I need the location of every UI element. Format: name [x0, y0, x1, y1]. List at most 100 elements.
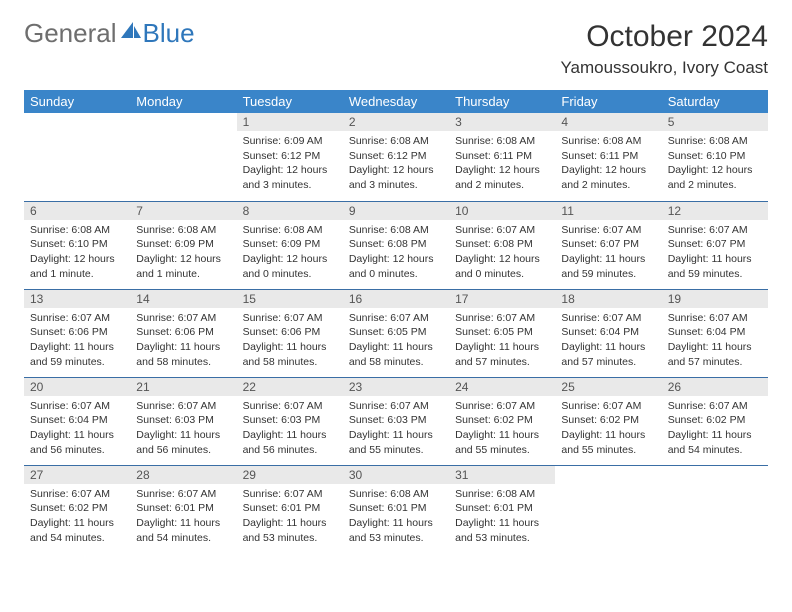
day-header: Friday	[555, 90, 661, 113]
calendar-cell: 12Sunrise: 6:07 AMSunset: 6:07 PMDayligh…	[662, 201, 768, 289]
day-body: Sunrise: 6:07 AMSunset: 6:07 PMDaylight:…	[555, 220, 661, 286]
day-body: Sunrise: 6:07 AMSunset: 6:08 PMDaylight:…	[449, 220, 555, 286]
calendar-cell: 6Sunrise: 6:08 AMSunset: 6:10 PMDaylight…	[24, 201, 130, 289]
calendar-cell: 30Sunrise: 6:08 AMSunset: 6:01 PMDayligh…	[343, 465, 449, 553]
day-body: Sunrise: 6:07 AMSunset: 6:04 PMDaylight:…	[555, 308, 661, 374]
calendar-week-row: 20Sunrise: 6:07 AMSunset: 6:04 PMDayligh…	[24, 377, 768, 465]
day-number: 7	[130, 202, 236, 220]
day-body: Sunrise: 6:07 AMSunset: 6:06 PMDaylight:…	[24, 308, 130, 374]
calendar-cell	[24, 113, 130, 201]
day-body: Sunrise: 6:07 AMSunset: 6:05 PMDaylight:…	[449, 308, 555, 374]
calendar-cell: 5Sunrise: 6:08 AMSunset: 6:10 PMDaylight…	[662, 113, 768, 201]
day-number: 10	[449, 202, 555, 220]
day-body: Sunrise: 6:08 AMSunset: 6:01 PMDaylight:…	[449, 484, 555, 550]
day-body: Sunrise: 6:07 AMSunset: 6:01 PMDaylight:…	[130, 484, 236, 550]
day-header: Wednesday	[343, 90, 449, 113]
calendar-cell: 8Sunrise: 6:08 AMSunset: 6:09 PMDaylight…	[237, 201, 343, 289]
day-body: Sunrise: 6:08 AMSunset: 6:10 PMDaylight:…	[662, 131, 768, 197]
calendar-cell: 10Sunrise: 6:07 AMSunset: 6:08 PMDayligh…	[449, 201, 555, 289]
calendar-cell: 21Sunrise: 6:07 AMSunset: 6:03 PMDayligh…	[130, 377, 236, 465]
day-number: 6	[24, 202, 130, 220]
calendar-week-row: 6Sunrise: 6:08 AMSunset: 6:10 PMDaylight…	[24, 201, 768, 289]
day-body: Sunrise: 6:08 AMSunset: 6:12 PMDaylight:…	[343, 131, 449, 197]
day-body: Sunrise: 6:07 AMSunset: 6:03 PMDaylight:…	[130, 396, 236, 462]
calendar-cell: 7Sunrise: 6:08 AMSunset: 6:09 PMDaylight…	[130, 201, 236, 289]
day-body: Sunrise: 6:07 AMSunset: 6:03 PMDaylight:…	[237, 396, 343, 462]
calendar-cell	[662, 465, 768, 553]
day-number: 1	[237, 113, 343, 131]
day-number: 17	[449, 290, 555, 308]
day-number: 2	[343, 113, 449, 131]
calendar-cell: 26Sunrise: 6:07 AMSunset: 6:02 PMDayligh…	[662, 377, 768, 465]
calendar-cell	[555, 465, 661, 553]
sail-icon	[119, 20, 143, 46]
day-body: Sunrise: 6:07 AMSunset: 6:04 PMDaylight:…	[662, 308, 768, 374]
day-number	[555, 466, 661, 484]
day-body: Sunrise: 6:07 AMSunset: 6:01 PMDaylight:…	[237, 484, 343, 550]
day-number	[130, 113, 236, 131]
day-body: Sunrise: 6:08 AMSunset: 6:01 PMDaylight:…	[343, 484, 449, 550]
day-number	[662, 466, 768, 484]
day-body: Sunrise: 6:07 AMSunset: 6:05 PMDaylight:…	[343, 308, 449, 374]
calendar-cell: 22Sunrise: 6:07 AMSunset: 6:03 PMDayligh…	[237, 377, 343, 465]
calendar-cell: 23Sunrise: 6:07 AMSunset: 6:03 PMDayligh…	[343, 377, 449, 465]
day-number: 25	[555, 378, 661, 396]
day-number: 15	[237, 290, 343, 308]
day-number: 5	[662, 113, 768, 131]
day-body: Sunrise: 6:07 AMSunset: 6:02 PMDaylight:…	[24, 484, 130, 550]
calendar-week-row: 27Sunrise: 6:07 AMSunset: 6:02 PMDayligh…	[24, 465, 768, 553]
calendar-cell: 16Sunrise: 6:07 AMSunset: 6:05 PMDayligh…	[343, 289, 449, 377]
location-label: Yamoussoukro, Ivory Coast	[560, 58, 768, 78]
calendar-cell: 20Sunrise: 6:07 AMSunset: 6:04 PMDayligh…	[24, 377, 130, 465]
brand-part2: Blue	[143, 20, 195, 46]
calendar-cell: 14Sunrise: 6:07 AMSunset: 6:06 PMDayligh…	[130, 289, 236, 377]
calendar-cell: 13Sunrise: 6:07 AMSunset: 6:06 PMDayligh…	[24, 289, 130, 377]
day-number: 30	[343, 466, 449, 484]
day-header: Monday	[130, 90, 236, 113]
day-body: Sunrise: 6:08 AMSunset: 6:08 PMDaylight:…	[343, 220, 449, 286]
day-header: Sunday	[24, 90, 130, 113]
day-body: Sunrise: 6:07 AMSunset: 6:02 PMDaylight:…	[555, 396, 661, 462]
day-body: Sunrise: 6:08 AMSunset: 6:11 PMDaylight:…	[555, 131, 661, 197]
day-header: Saturday	[662, 90, 768, 113]
day-body: Sunrise: 6:07 AMSunset: 6:02 PMDaylight:…	[662, 396, 768, 462]
day-header-row: SundayMondayTuesdayWednesdayThursdayFrid…	[24, 90, 768, 113]
calendar-cell: 31Sunrise: 6:08 AMSunset: 6:01 PMDayligh…	[449, 465, 555, 553]
month-title: October 2024	[560, 20, 768, 54]
day-number: 11	[555, 202, 661, 220]
day-number: 28	[130, 466, 236, 484]
day-number: 20	[24, 378, 130, 396]
calendar-cell	[130, 113, 236, 201]
calendar-cell: 11Sunrise: 6:07 AMSunset: 6:07 PMDayligh…	[555, 201, 661, 289]
calendar-cell: 28Sunrise: 6:07 AMSunset: 6:01 PMDayligh…	[130, 465, 236, 553]
page-header: General Blue October 2024 Yamoussoukro, …	[24, 20, 768, 78]
day-number: 29	[237, 466, 343, 484]
day-body: Sunrise: 6:07 AMSunset: 6:07 PMDaylight:…	[662, 220, 768, 286]
calendar-table: SundayMondayTuesdayWednesdayThursdayFrid…	[24, 90, 768, 553]
brand-logo: General Blue	[24, 20, 195, 46]
day-body: Sunrise: 6:08 AMSunset: 6:09 PMDaylight:…	[237, 220, 343, 286]
day-number: 21	[130, 378, 236, 396]
day-number: 14	[130, 290, 236, 308]
day-number: 3	[449, 113, 555, 131]
day-body: Sunrise: 6:07 AMSunset: 6:06 PMDaylight:…	[130, 308, 236, 374]
calendar-cell: 29Sunrise: 6:07 AMSunset: 6:01 PMDayligh…	[237, 465, 343, 553]
day-header: Tuesday	[237, 90, 343, 113]
calendar-cell: 1Sunrise: 6:09 AMSunset: 6:12 PMDaylight…	[237, 113, 343, 201]
day-number: 8	[237, 202, 343, 220]
day-number: 4	[555, 113, 661, 131]
title-block: October 2024 Yamoussoukro, Ivory Coast	[560, 20, 768, 78]
day-number: 27	[24, 466, 130, 484]
calendar-cell: 15Sunrise: 6:07 AMSunset: 6:06 PMDayligh…	[237, 289, 343, 377]
calendar-cell: 17Sunrise: 6:07 AMSunset: 6:05 PMDayligh…	[449, 289, 555, 377]
day-body: Sunrise: 6:07 AMSunset: 6:04 PMDaylight:…	[24, 396, 130, 462]
day-body: Sunrise: 6:08 AMSunset: 6:11 PMDaylight:…	[449, 131, 555, 197]
day-number: 16	[343, 290, 449, 308]
day-number: 12	[662, 202, 768, 220]
calendar-cell: 25Sunrise: 6:07 AMSunset: 6:02 PMDayligh…	[555, 377, 661, 465]
day-number: 18	[555, 290, 661, 308]
day-number: 13	[24, 290, 130, 308]
calendar-cell: 9Sunrise: 6:08 AMSunset: 6:08 PMDaylight…	[343, 201, 449, 289]
day-body: Sunrise: 6:07 AMSunset: 6:06 PMDaylight:…	[237, 308, 343, 374]
day-number: 24	[449, 378, 555, 396]
